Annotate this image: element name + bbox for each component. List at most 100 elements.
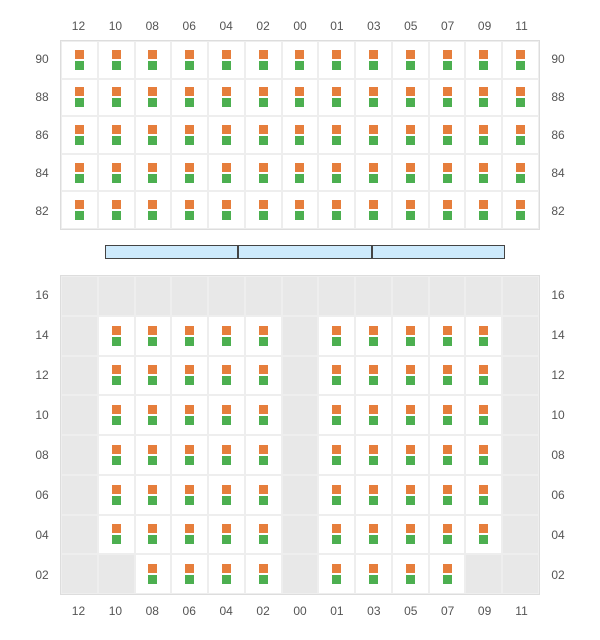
marker-b: [369, 211, 378, 220]
marker-b: [259, 575, 268, 584]
marker-a: [332, 125, 341, 134]
top-cell: [465, 41, 502, 79]
top-row-label-right: 84: [546, 165, 570, 181]
bottom-col-label: 09: [466, 601, 503, 621]
marker-b: [112, 61, 121, 70]
bottom-cell: [502, 515, 539, 555]
marker-b: [185, 535, 194, 544]
marker-a: [443, 200, 452, 209]
marker-a: [185, 524, 194, 533]
marker-a: [479, 365, 488, 374]
top-cell: [208, 79, 245, 117]
top-row-label-right: 88: [546, 89, 570, 105]
marker-a: [479, 326, 488, 335]
marker-b: [222, 575, 231, 584]
bottom-cell: [98, 276, 135, 316]
marker-b: [479, 496, 488, 505]
marker-a: [406, 365, 415, 374]
marker-a: [259, 485, 268, 494]
top-row-label-left: 82: [30, 203, 54, 219]
top-cell: [171, 154, 208, 192]
marker-a: [295, 87, 304, 96]
marker-a: [148, 564, 157, 573]
marker-b: [112, 456, 121, 465]
bottom-row-label-right: 04: [546, 527, 570, 543]
top-col-label: 11: [503, 16, 540, 36]
top-cell: [502, 154, 539, 192]
marker-b: [222, 136, 231, 145]
marker-b: [148, 496, 157, 505]
top-cell: [318, 191, 355, 229]
marker-a: [185, 50, 194, 59]
bottom-cell: [355, 435, 392, 475]
bottom-cell: [245, 276, 282, 316]
bottom-cell: [135, 316, 172, 356]
marker-b: [295, 98, 304, 107]
marker-a: [112, 50, 121, 59]
bottom-row-label-right: 02: [546, 567, 570, 583]
top-cell: [135, 116, 172, 154]
bottom-cell: [502, 276, 539, 316]
marker-b: [222, 337, 231, 346]
marker-b: [148, 456, 157, 465]
bottom-row-label-right: 08: [546, 447, 570, 463]
bottom-cell: [465, 554, 502, 594]
marker-b: [112, 211, 121, 220]
bottom-cell: [208, 435, 245, 475]
top-cell: [318, 116, 355, 154]
top-cell: [465, 154, 502, 192]
marker-a: [259, 365, 268, 374]
bottom-cell: [135, 435, 172, 475]
top-cell: [282, 79, 319, 117]
marker-b: [443, 174, 452, 183]
bottom-cell: [355, 515, 392, 555]
bottom-cell: [318, 475, 355, 515]
top-cell: [429, 79, 466, 117]
marker-b: [222, 174, 231, 183]
top-cell: [355, 79, 392, 117]
bottom-cell: [355, 276, 392, 316]
marker-b: [185, 575, 194, 584]
top-cell: [318, 41, 355, 79]
marker-b: [406, 575, 415, 584]
marker-b: [479, 456, 488, 465]
bottom-cell: [208, 316, 245, 356]
marker-b: [406, 174, 415, 183]
marker-b: [443, 61, 452, 70]
marker-b: [369, 61, 378, 70]
marker-a: [332, 200, 341, 209]
bottom-cell: [98, 316, 135, 356]
marker-b: [332, 535, 341, 544]
top-cell: [429, 154, 466, 192]
marker-b: [75, 61, 84, 70]
bottom-cell: [135, 356, 172, 396]
marker-a: [259, 524, 268, 533]
bottom-cell: [61, 475, 98, 515]
marker-b: [148, 337, 157, 346]
bottom-row-label-left: 06: [30, 487, 54, 503]
marker-b: [185, 136, 194, 145]
marker-a: [112, 365, 121, 374]
marker-a: [112, 326, 121, 335]
bottom-cell: [245, 395, 282, 435]
marker-b: [332, 136, 341, 145]
top-cell: [208, 41, 245, 79]
marker-a: [332, 326, 341, 335]
marker-a: [479, 524, 488, 533]
marker-a: [369, 50, 378, 59]
marker-a: [75, 125, 84, 134]
marker-b: [259, 456, 268, 465]
top-cell: [502, 41, 539, 79]
marker-b: [369, 496, 378, 505]
bottom-cell: [245, 475, 282, 515]
marker-b: [75, 174, 84, 183]
bottom-cell: [465, 515, 502, 555]
marker-b: [222, 456, 231, 465]
top-cell: [429, 116, 466, 154]
bottom-cell: [245, 435, 282, 475]
marker-a: [75, 87, 84, 96]
bottom-cell: [208, 276, 245, 316]
top-cell: [465, 116, 502, 154]
marker-a: [185, 87, 194, 96]
bottom-row-label-right: 12: [546, 367, 570, 383]
